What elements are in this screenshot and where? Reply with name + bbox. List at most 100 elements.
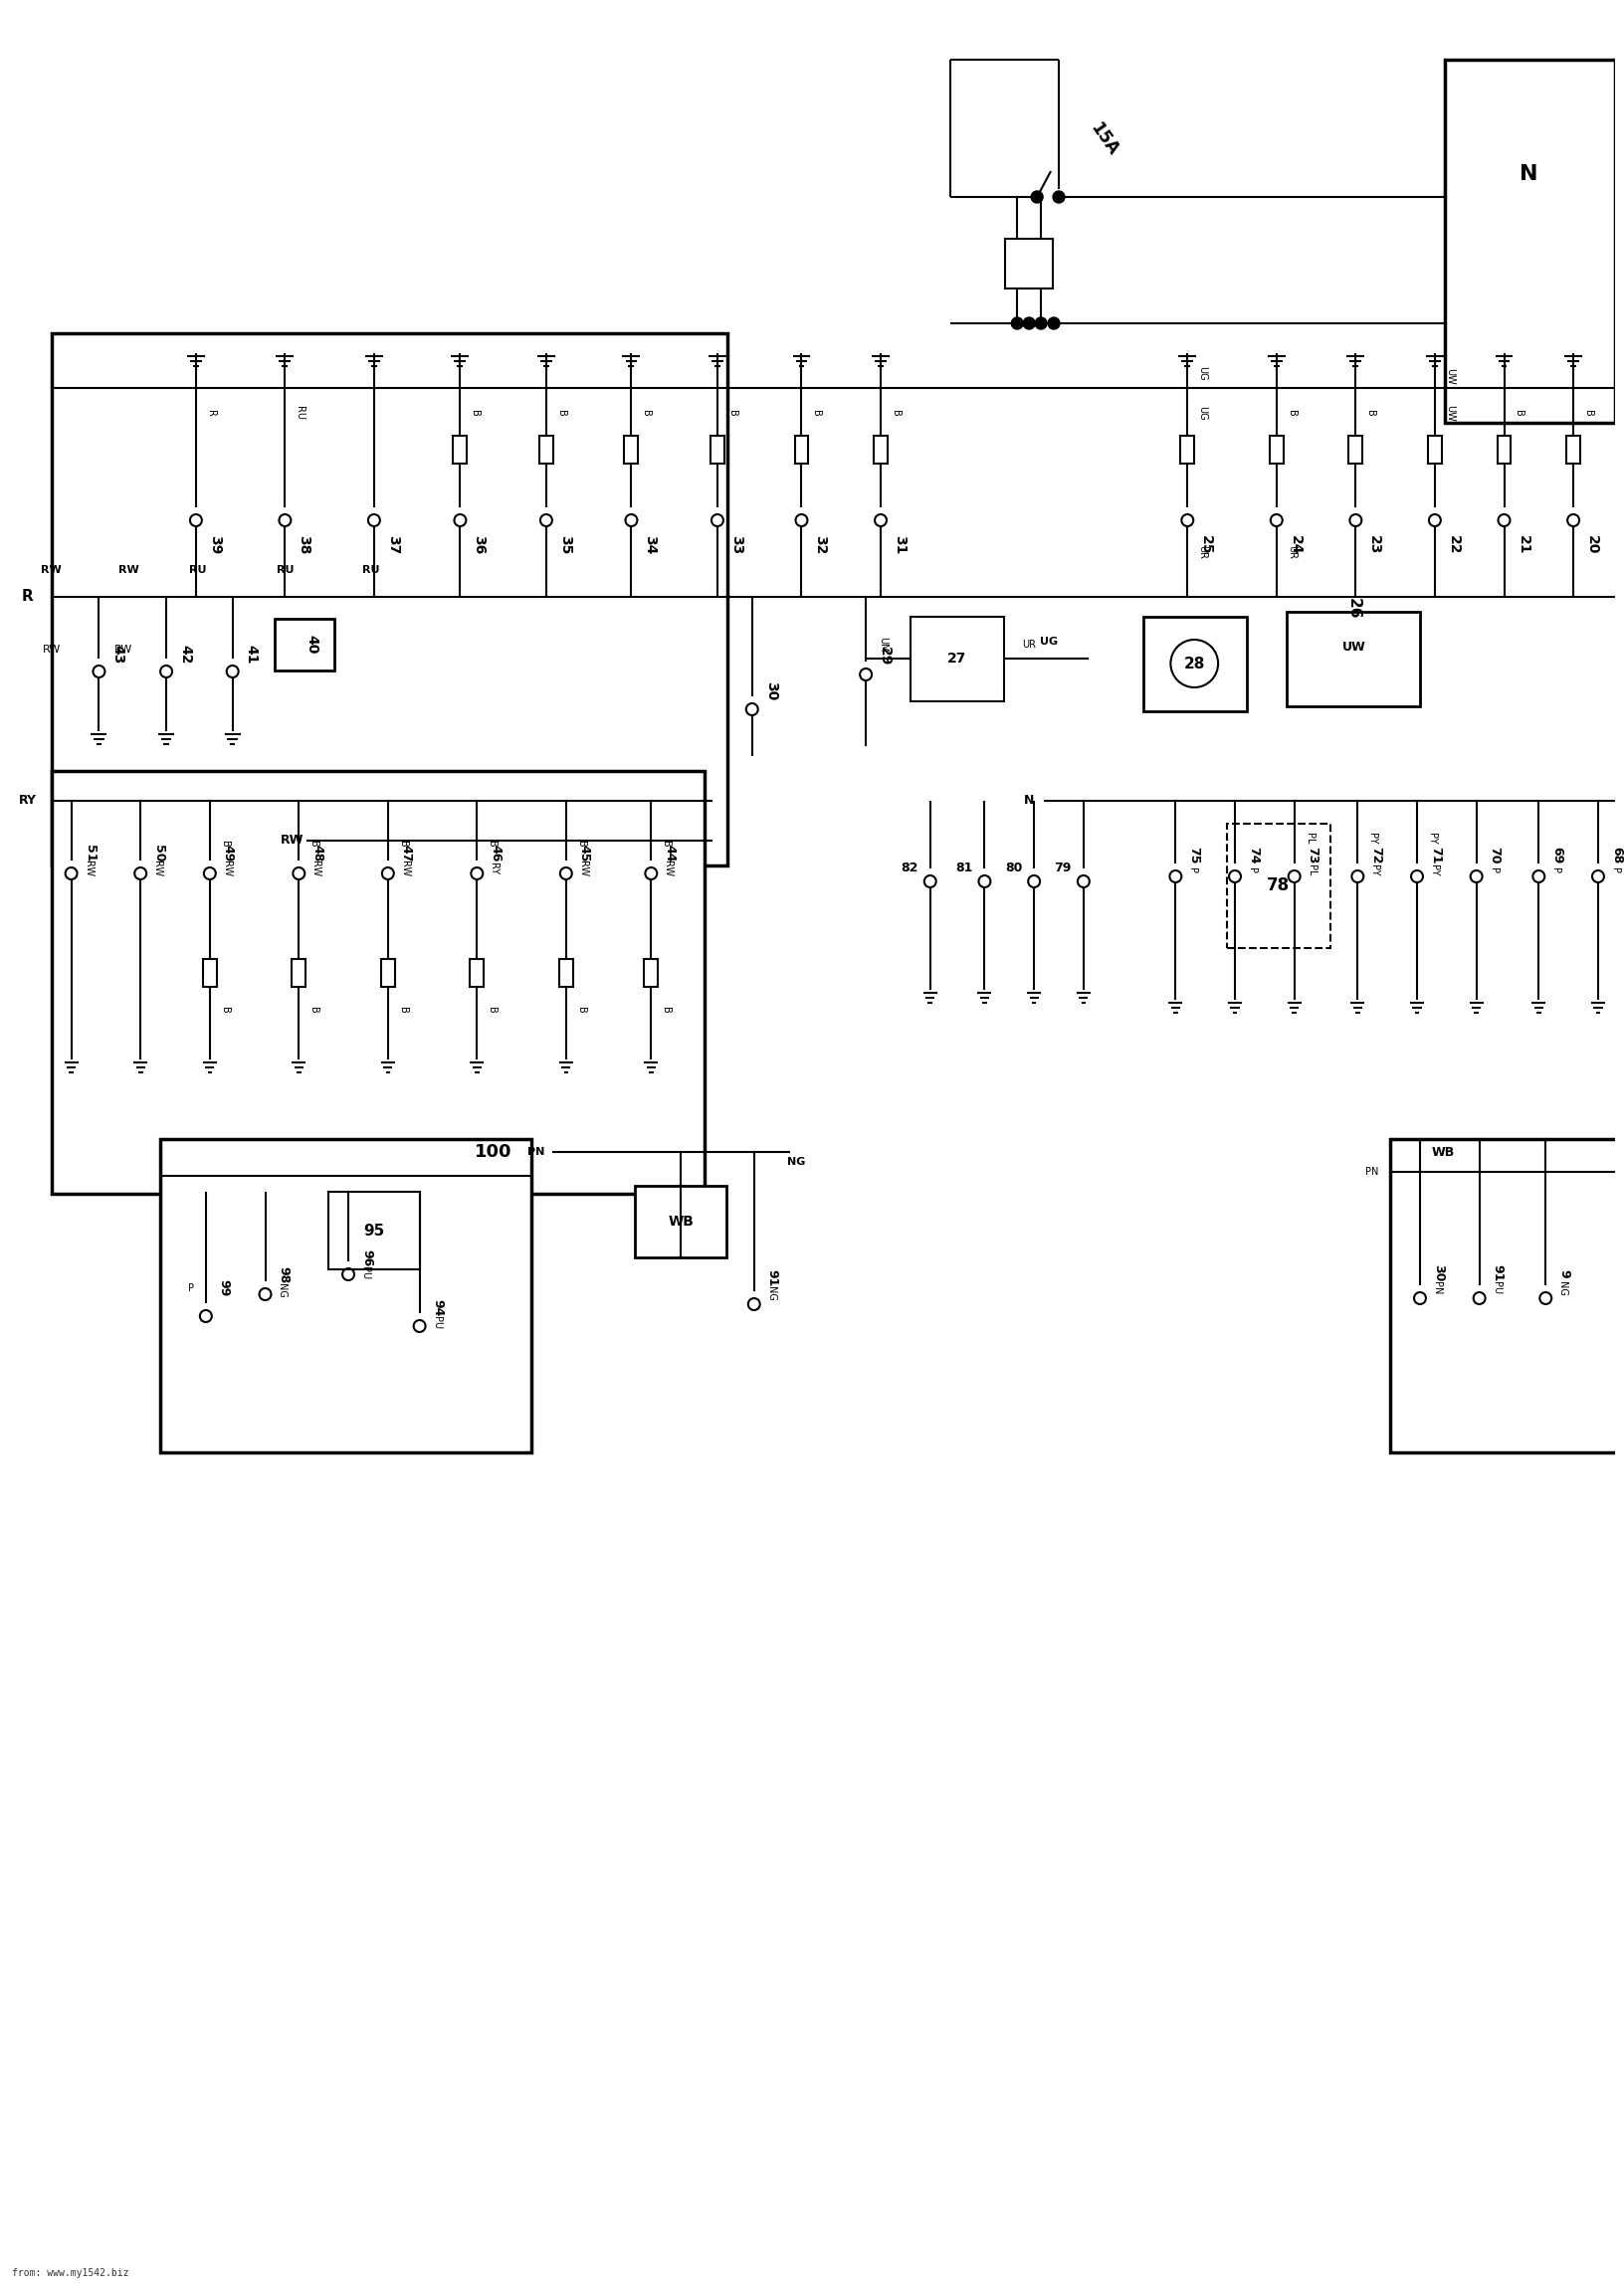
Text: 68: 68	[1609, 847, 1622, 863]
Bar	[1270, 436, 1283, 464]
Text: B: B	[398, 840, 408, 847]
Text: PU: PU	[1491, 1281, 1501, 1295]
Text: PL: PL	[1304, 833, 1314, 845]
Text: 39: 39	[208, 535, 222, 556]
Text: B: B	[309, 1006, 318, 1013]
Text: 40: 40	[305, 636, 318, 654]
Text: RU: RU	[190, 565, 206, 574]
Text: 29: 29	[877, 647, 892, 666]
Text: 51: 51	[83, 845, 96, 863]
Circle shape	[1052, 191, 1065, 202]
Text: WB: WB	[667, 1215, 693, 1228]
Text: UR: UR	[1197, 544, 1207, 560]
Text: B: B	[309, 840, 318, 847]
Text: B: B	[219, 840, 229, 847]
Text: B: B	[890, 409, 901, 416]
Bar	[453, 436, 468, 464]
Text: RW: RW	[663, 861, 672, 877]
Text: UR: UR	[1021, 641, 1036, 650]
Text: RW: RW	[83, 861, 93, 877]
Bar	[1567, 436, 1580, 464]
Text: UR: UR	[1286, 544, 1296, 560]
Circle shape	[1023, 317, 1034, 328]
Text: NG: NG	[278, 1283, 287, 1297]
Text: 70: 70	[1488, 847, 1501, 863]
Text: RW: RW	[310, 861, 320, 877]
Text: RW: RW	[119, 565, 140, 574]
Text: N: N	[1025, 794, 1034, 808]
Text: 34: 34	[643, 535, 658, 556]
Circle shape	[1034, 317, 1047, 328]
Bar	[794, 436, 809, 464]
Bar	[1228, 824, 1332, 948]
Text: P: P	[188, 1283, 193, 1293]
Text: 72: 72	[1369, 847, 1382, 863]
Bar	[274, 618, 335, 670]
Text: 43: 43	[110, 645, 125, 664]
Text: 23: 23	[1367, 535, 1382, 556]
Text: PN: PN	[1366, 1166, 1379, 1178]
Text: R: R	[206, 409, 216, 416]
Text: B: B	[487, 840, 497, 847]
Text: RW: RW	[115, 645, 133, 654]
Text: B: B	[1366, 409, 1376, 416]
Text: 69: 69	[1551, 847, 1564, 863]
Text: B: B	[469, 409, 481, 416]
Text: P: P	[1247, 868, 1257, 872]
Text: 24: 24	[1288, 535, 1302, 556]
Bar	[469, 960, 484, 987]
Text: B: B	[398, 1006, 408, 1013]
Bar	[1427, 436, 1442, 464]
Text: P: P	[1488, 868, 1499, 872]
Text: 45: 45	[578, 845, 591, 863]
Text: PN: PN	[1432, 1281, 1442, 1295]
Text: RW: RW	[400, 861, 409, 877]
Text: B: B	[728, 409, 737, 416]
Text: NG: NG	[1557, 1281, 1567, 1295]
Bar	[911, 618, 1004, 700]
Text: UM: UM	[877, 636, 888, 652]
Text: RW: RW	[578, 861, 588, 877]
Text: B: B	[641, 409, 651, 416]
Text: 91: 91	[1491, 1265, 1504, 1281]
Text: 25: 25	[1199, 535, 1213, 556]
Text: 20: 20	[1585, 535, 1600, 556]
Text: B: B	[555, 409, 567, 416]
Text: 30: 30	[1432, 1265, 1445, 1281]
Text: 80: 80	[1005, 861, 1021, 875]
Text: RY: RY	[19, 794, 37, 808]
Bar	[1350, 436, 1363, 464]
Text: 71: 71	[1429, 847, 1442, 863]
Text: B: B	[1286, 409, 1296, 416]
Text: B: B	[487, 1006, 497, 1013]
Text: 74: 74	[1247, 847, 1260, 863]
Bar	[624, 436, 638, 464]
Text: PU: PU	[361, 1267, 370, 1279]
Text: UW: UW	[1445, 367, 1455, 383]
Text: 41: 41	[245, 645, 258, 664]
Text: 31: 31	[893, 535, 906, 556]
Text: 36: 36	[473, 535, 486, 556]
Text: RW: RW	[153, 861, 162, 877]
Text: 35: 35	[559, 535, 572, 556]
Bar	[52, 771, 705, 1194]
Text: PL: PL	[1306, 866, 1315, 877]
Text: UG: UG	[1039, 636, 1057, 647]
Text: PU: PU	[432, 1316, 442, 1329]
Text: PY: PY	[1367, 833, 1377, 845]
Text: 21: 21	[1515, 535, 1530, 556]
Text: 32: 32	[814, 535, 827, 556]
Bar	[710, 436, 724, 464]
Text: RW: RW	[221, 861, 232, 877]
Bar	[161, 1139, 531, 1453]
Text: UG: UG	[1197, 406, 1207, 420]
Text: 47: 47	[400, 845, 412, 863]
Text: 42: 42	[179, 645, 192, 664]
Text: P: P	[1551, 868, 1561, 872]
Text: RW: RW	[41, 565, 62, 574]
Text: UG: UG	[1197, 365, 1207, 381]
Text: 100: 100	[474, 1143, 512, 1162]
Text: 79: 79	[1054, 861, 1072, 875]
Text: RW: RW	[42, 645, 60, 654]
Bar	[1286, 611, 1419, 707]
